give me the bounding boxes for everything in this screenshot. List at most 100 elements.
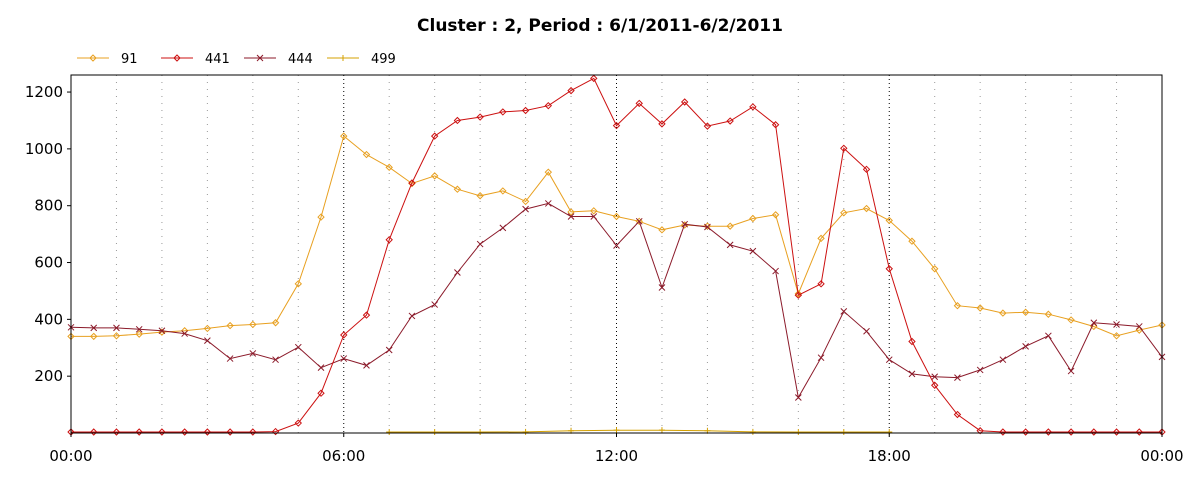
data-point-441: [726, 117, 734, 125]
data-point-444: [863, 327, 870, 335]
data-point-91: [1067, 316, 1075, 324]
data-point-441: [408, 179, 416, 187]
data-point-91: [1021, 308, 1030, 316]
data-point-444: [522, 205, 529, 213]
data-point-444: [544, 200, 552, 207]
series-441: [67, 74, 1166, 436]
y-tick-label: 400: [34, 310, 63, 328]
data-point-441: [317, 389, 325, 397]
data-point-444: [1022, 342, 1029, 350]
data-point-444: [499, 224, 507, 232]
data-point-444: [158, 327, 166, 335]
data-point-444: [1067, 367, 1075, 375]
data-point-441: [862, 165, 871, 174]
data-point-91: [499, 187, 507, 195]
data-point-441: [953, 410, 962, 419]
data-point-444: [181, 330, 188, 337]
series-444: [67, 200, 1166, 401]
data-point-441: [658, 120, 666, 128]
data-point-441: [544, 101, 553, 110]
data-point-441: [362, 311, 371, 319]
data-point-91: [521, 197, 530, 206]
data-point-444: [317, 364, 325, 372]
legend-marker: [256, 54, 264, 62]
data-point-444: [431, 301, 439, 308]
data-point-441: [976, 427, 984, 435]
legend-item-91: 91: [77, 52, 138, 67]
data-point-441: [1090, 428, 1098, 436]
data-point-441: [749, 103, 757, 111]
y-tick-label: 1000: [25, 140, 63, 158]
data-point-91: [840, 209, 848, 217]
data-point-444: [272, 356, 279, 364]
data-point-91: [658, 226, 666, 234]
data-point-444: [976, 366, 984, 374]
x-tick-label: 18:00: [868, 447, 911, 465]
chart-title: Cluster : 2, Period : 6/1/2011-6/2/2011: [417, 16, 783, 36]
legend-item-499: 499: [327, 52, 396, 67]
data-point-444: [454, 269, 461, 276]
data-point-444: [249, 350, 257, 357]
data-point-444: [135, 325, 143, 333]
data-point-441: [771, 121, 780, 129]
data-point-444: [726, 241, 734, 249]
data-point-444: [749, 247, 757, 255]
data-point-91: [612, 212, 621, 221]
data-point-441: [249, 428, 257, 436]
data-point-91: [362, 150, 371, 159]
x-tick-label: 12:00: [595, 447, 638, 465]
data-point-444: [408, 312, 416, 320]
data-point-91: [931, 265, 939, 273]
data-point-444: [385, 346, 393, 354]
data-point-441: [430, 132, 439, 140]
data-point-499: [613, 427, 620, 434]
y-tick-label: 1200: [25, 83, 63, 101]
data-point-441: [521, 106, 530, 115]
data-point-441: [703, 122, 712, 130]
data-point-441: [203, 428, 212, 436]
data-point-444: [704, 223, 711, 231]
data-point-441: [158, 428, 166, 436]
data-point-444: [294, 343, 302, 351]
series-line-499: [389, 429, 890, 433]
y-tick-label: 200: [34, 367, 63, 385]
data-point-441: [135, 428, 143, 436]
data-point-444: [681, 220, 689, 228]
data-point-444: [1135, 323, 1143, 330]
data-point-444: [817, 354, 825, 362]
data-point-444: [363, 362, 370, 369]
data-point-91: [476, 192, 484, 200]
data-point-499: [840, 429, 847, 435]
data-point-499: [749, 428, 756, 435]
data-point-441: [499, 108, 507, 116]
data-point-91: [226, 321, 234, 330]
data-point-444: [590, 213, 598, 220]
data-point-499: [386, 429, 393, 435]
legend-item-441: 441: [161, 52, 230, 67]
data-point-499: [658, 427, 665, 434]
data-point-441: [931, 381, 939, 389]
data-point-444: [794, 394, 802, 401]
x-tick-label: 00:00: [49, 447, 92, 465]
legend-label: 444: [288, 52, 313, 67]
data-point-444: [113, 324, 120, 332]
legend-marker: [340, 55, 346, 61]
data-point-91: [999, 309, 1007, 317]
data-point-91: [544, 168, 553, 176]
x-tick-label: 06:00: [322, 447, 365, 465]
legend-marker: [89, 54, 97, 62]
data-point-444: [1090, 319, 1098, 327]
data-point-441: [1067, 428, 1075, 436]
data-point-441: [340, 331, 348, 339]
data-point-444: [885, 356, 893, 364]
data-point-444: [772, 267, 779, 275]
data-point-91: [271, 319, 280, 327]
data-point-91: [90, 332, 98, 341]
data-point-441: [612, 121, 621, 130]
legend-item-444: 444: [244, 52, 313, 67]
data-point-444: [567, 213, 575, 220]
data-point-91: [953, 302, 962, 310]
data-point-91: [294, 280, 302, 288]
data-point-441: [1044, 428, 1053, 436]
data-point-499: [477, 429, 484, 435]
